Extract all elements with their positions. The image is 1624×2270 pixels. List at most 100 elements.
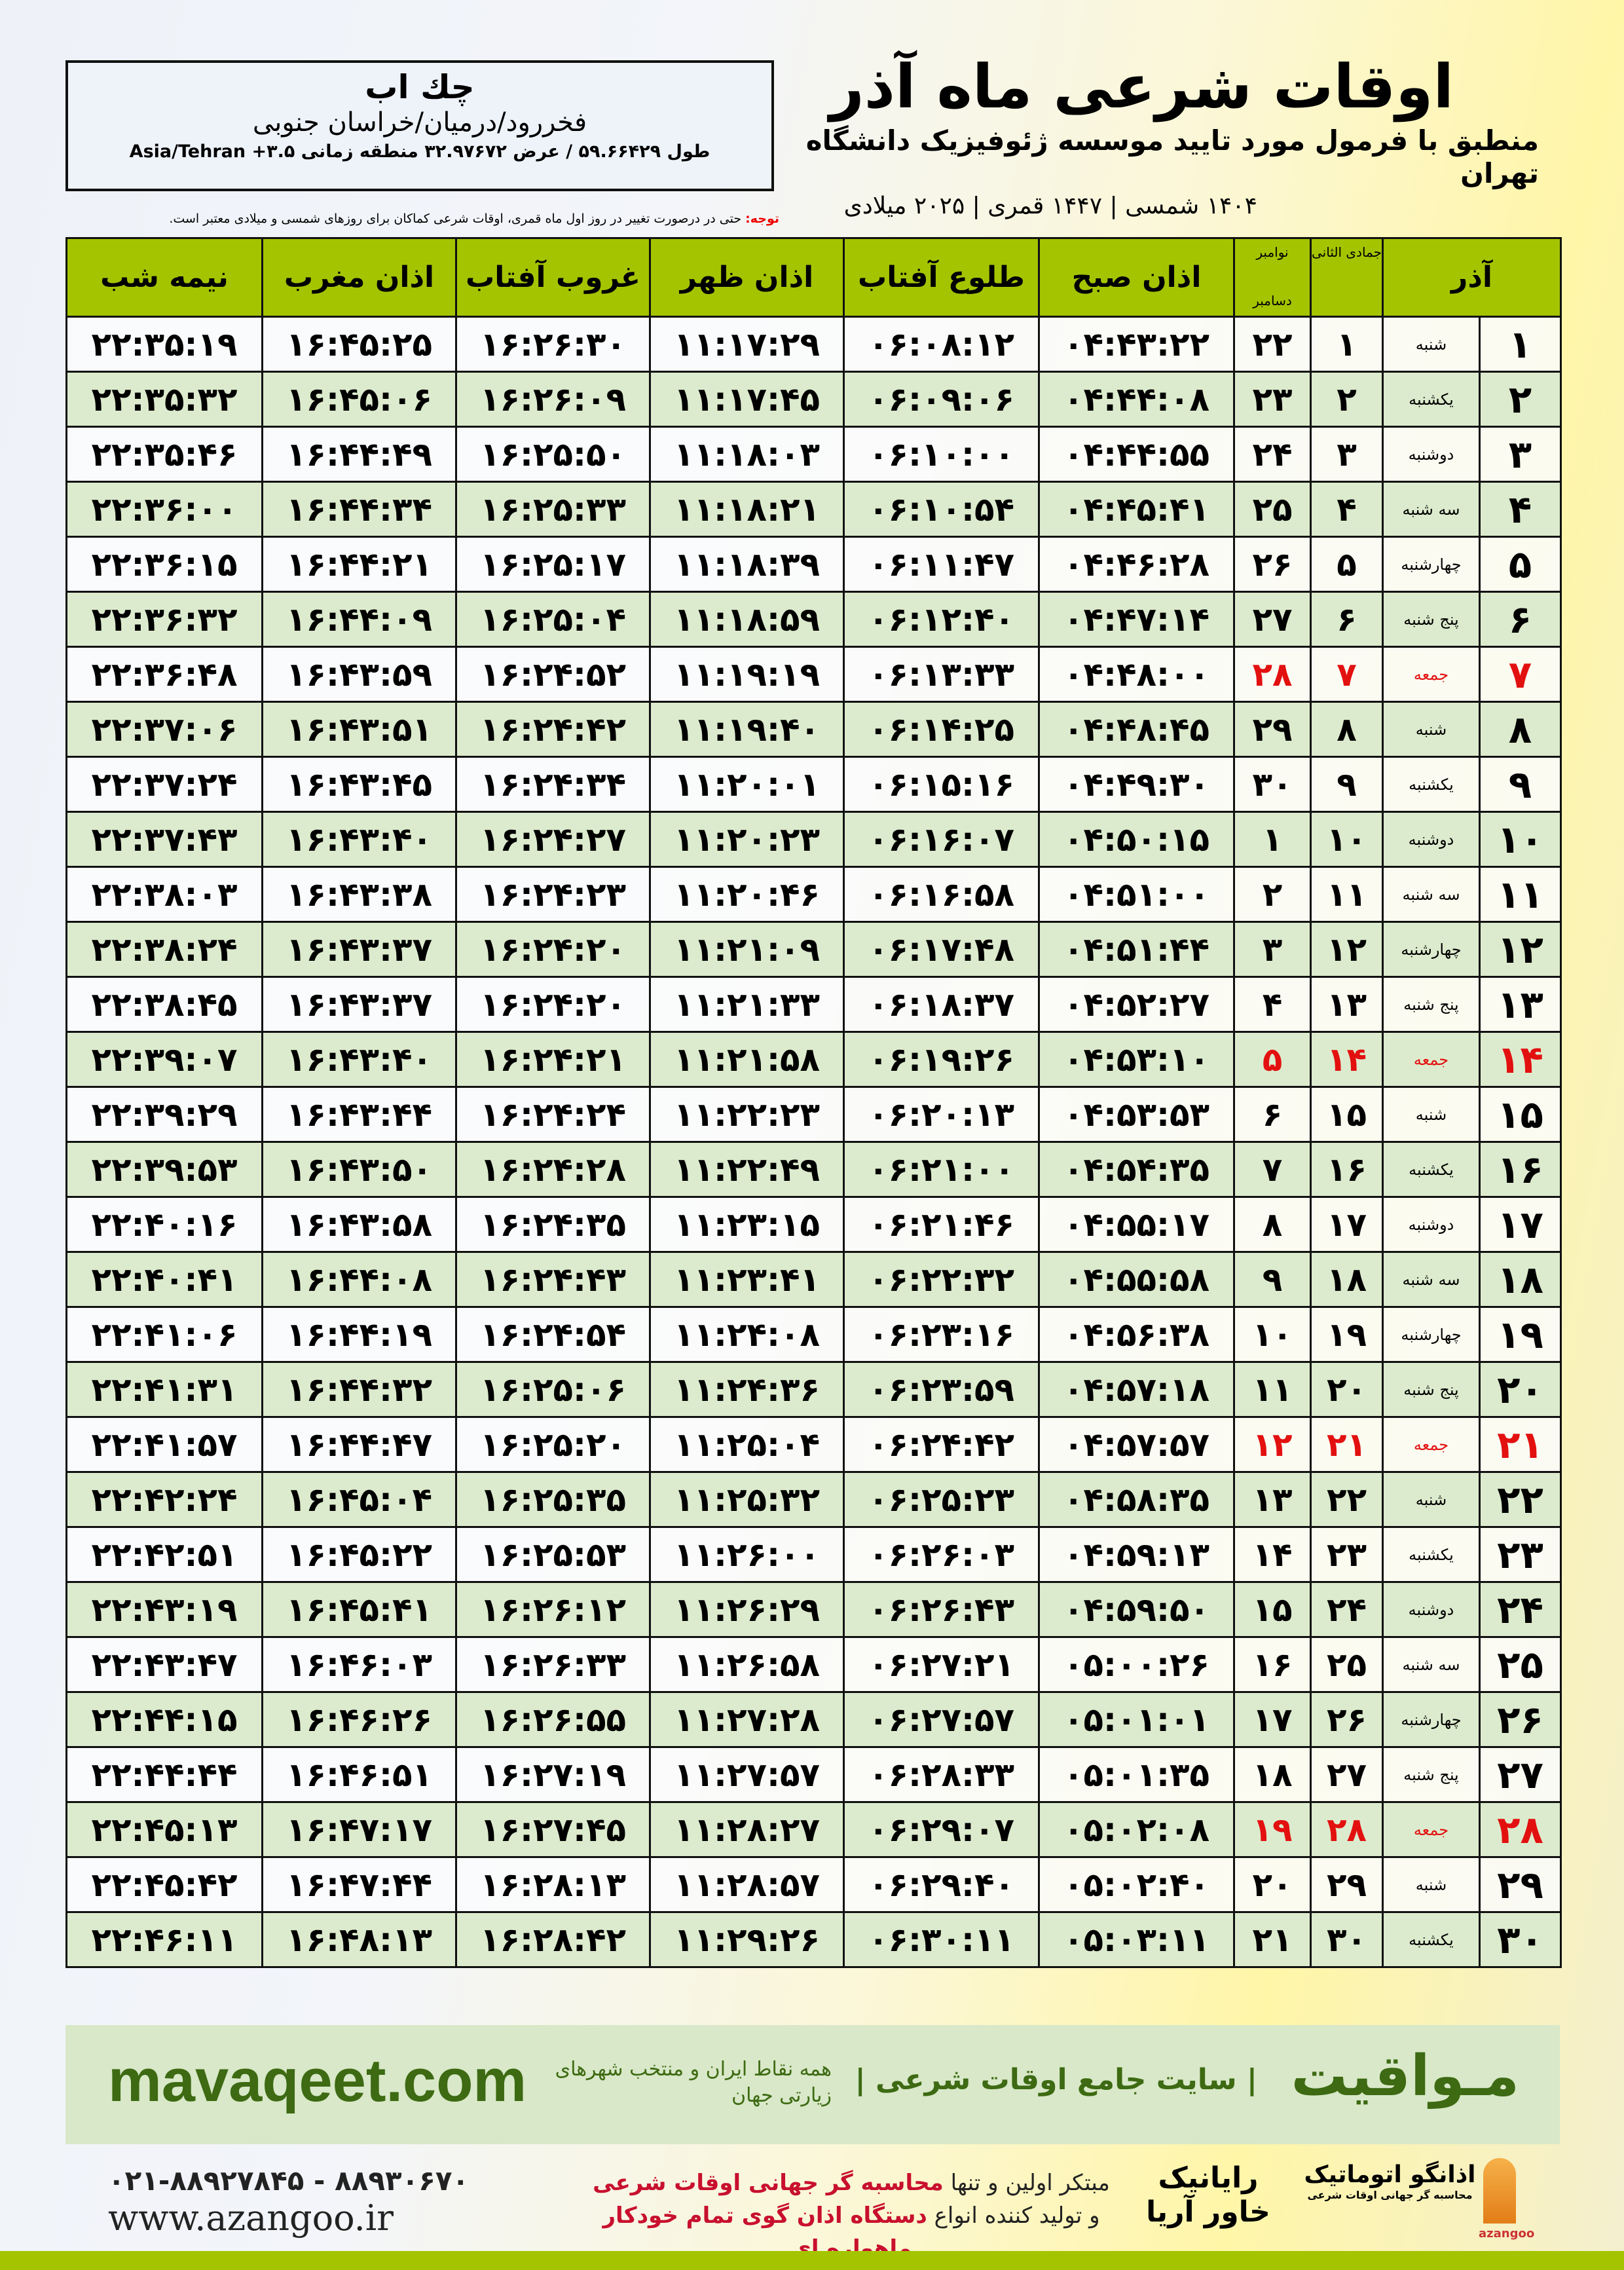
cell-tolu: ۰۶:۰۸:۱۲ — [843, 316, 1040, 373]
cell-gregorian: ۲۰ — [1233, 1856, 1312, 1913]
cell-day: ۱۴ — [1479, 1031, 1562, 1088]
cell-zuhr: ۱۱:۲۶:۲۹ — [649, 1581, 845, 1638]
cell-maghrib: ۱۶:۴۳:۴۴ — [261, 1086, 457, 1143]
cell-ghurub: ۱۶:۲۵:۲۰ — [455, 1416, 651, 1473]
cell-ghurub: ۱۶:۲۴:۲۴ — [455, 1086, 651, 1143]
cell-sobh: ۰۴:۵۹:۱۳ — [1038, 1526, 1235, 1583]
cell-nimeh: ۲۲:۴۰:۱۶ — [65, 1196, 263, 1253]
cell-sobh: ۰۴:۴۴:۵۵ — [1038, 426, 1235, 483]
cell-maghrib: ۱۶:۴۴:۱۹ — [261, 1306, 457, 1363]
mavaqeet-url[interactable]: mavaqeet.com — [108, 2047, 527, 2114]
mavaqeet-banner — [65, 2025, 1560, 2144]
cell-maghrib: ۱۶:۴۵:۲۵ — [261, 316, 457, 373]
table-row: ۹ یکشنبه ۹ ۳۰ ۰۴:۴۹:۳۰ ۰۶:۱۵:۱۶ ۱۱:۲۰:۰۱ ۱۶:۲۴:… — [65, 756, 1562, 813]
cell-nimeh: ۲۲:۳۶:۰۰ — [65, 481, 263, 538]
cell-weekday: سه شنبه — [1382, 481, 1481, 538]
cell-nimeh: ۲۲:۳۶:۳۲ — [65, 591, 263, 648]
cell-hijri: ۱ — [1310, 316, 1384, 373]
cell-tolu: ۰۶:۱۱:۴۷ — [843, 536, 1040, 593]
cell-day: ۲۱ — [1479, 1416, 1562, 1473]
cell-sobh: ۰۴:۵۷:۱۸ — [1038, 1361, 1235, 1418]
cell-tolu: ۰۶:۲۴:۴۲ — [843, 1416, 1040, 1473]
cell-zuhr: ۱۱:۲۰:۴۶ — [649, 866, 845, 923]
cell-zuhr: ۱۱:۱۷:۴۵ — [649, 371, 845, 428]
cell-tolu: ۰۶:۲۲:۳۲ — [843, 1251, 1040, 1308]
cell-hijri: ۵ — [1310, 536, 1384, 593]
cell-gregorian: ۶ — [1233, 1086, 1312, 1143]
bottom-bar — [0, 2251, 1624, 2270]
cell-zuhr: ۱۱:۲۲:۲۳ — [649, 1086, 845, 1143]
cell-weekday: یکشنبه — [1382, 371, 1481, 428]
cell-ghurub: ۱۶:۲۴:۳۵ — [455, 1196, 651, 1253]
cell-maghrib: ۱۶:۴۴:۴۹ — [261, 426, 457, 483]
table-row: ۱۹ چهارشنبه ۱۹ ۱۰ ۰۴:۵۶:۳۸ ۰۶:۲۳:۱۶ ۱۱:۲۴:۰۸ ۱۶… — [65, 1306, 1562, 1363]
cell-hijri: ۱۹ — [1310, 1306, 1384, 1363]
cell-ghurub: ۱۶:۲۴:۴۳ — [455, 1251, 651, 1308]
cell-ghurub: ۱۶:۲۴:۲۷ — [455, 811, 651, 868]
cell-hijri: ۱۴ — [1310, 1031, 1384, 1088]
azangoo-website[interactable]: www.azangoo.ir — [108, 2197, 394, 2239]
cell-ghurub: ۱۶:۲۶:۳۳ — [455, 1636, 651, 1693]
cell-maghrib: ۱۶:۴۵:۰۴ — [261, 1471, 457, 1528]
cell-zuhr: ۱۱:۱۸:۲۱ — [649, 481, 845, 538]
cell-zuhr: ۱۱:۲۲:۴۹ — [649, 1141, 845, 1198]
cell-ghurub: ۱۶:۲۴:۲۰ — [455, 921, 651, 978]
cell-nimeh: ۲۲:۴۲:۲۴ — [65, 1471, 263, 1528]
header-gregorian: نوامبر دسامبر — [1233, 237, 1312, 318]
cell-weekday: چهارشنبه — [1382, 536, 1481, 593]
cell-tolu: ۰۶:۱۰:۰۰ — [843, 426, 1040, 483]
cell-nimeh: ۲۲:۴۶:۱۱ — [65, 1911, 263, 1968]
cell-zuhr: ۱۱:۲۴:۰۸ — [649, 1306, 845, 1363]
cell-gregorian: ۳۰ — [1233, 756, 1312, 813]
cell-sobh: ۰۵:۰۰:۲۶ — [1038, 1636, 1235, 1693]
cell-hijri: ۲۸ — [1310, 1801, 1384, 1858]
table-row: ۴ سه شنبه ۴ ۲۵ ۰۴:۴۵:۴۱ ۰۶:۱۰:۵۴ ۱۱:۱۸:۲۱ ۱۶:۲۵… — [65, 481, 1562, 538]
cell-zuhr: ۱۱:۲۰:۰۱ — [649, 756, 845, 813]
cell-tolu: ۰۶:۲۵:۲۳ — [843, 1471, 1040, 1528]
cell-sobh: ۰۴:۵۳:۵۳ — [1038, 1086, 1235, 1143]
cell-tolu: ۰۶:۱۰:۵۴ — [843, 481, 1040, 538]
note: توجه: حتی در درصورت تغییر در روز اول ماه… — [26, 211, 779, 227]
cell-zuhr: ۱۱:۱۸:۵۹ — [649, 591, 845, 648]
table-row: ۲۷ پنج شنبه ۲۷ ۱۸ ۰۵:۰۱:۳۵ ۰۶:۲۸:۳۳ ۱۱:۲۷:۵۷ ۱۶… — [65, 1746, 1562, 1803]
cell-weekday: دوشنبه — [1382, 811, 1481, 868]
header-nimeh: نیمه شب — [65, 237, 263, 318]
cell-gregorian: ۱۱ — [1233, 1361, 1312, 1418]
cell-tolu: ۰۶:۲۶:۰۳ — [843, 1526, 1040, 1583]
cell-tolu: ۰۶:۲۸:۳۳ — [843, 1746, 1040, 1803]
promo-2b: دستگاه اذان گوی تمام خودکار ماهواره ای — [602, 2203, 927, 2261]
cell-ghurub: ۱۶:۲۵:۳۳ — [455, 481, 651, 538]
cell-maghrib: ۱۶:۴۴:۳۴ — [261, 481, 457, 538]
cell-nimeh: ۲۲:۳۷:۴۳ — [65, 811, 263, 868]
table-row: ۲۳ یکشنبه ۲۳ ۱۴ ۰۴:۵۹:۱۳ ۰۶:۲۶:۰۳ ۱۱:۲۶:۰۰ ۱۶:۲… — [65, 1526, 1562, 1583]
cell-tolu: ۰۶:۱۲:۴۰ — [843, 591, 1040, 648]
cell-ghurub: ۱۶:۲۴:۵۴ — [455, 1306, 651, 1363]
cell-hijri: ۲۹ — [1310, 1856, 1384, 1913]
cell-weekday: شنبه — [1382, 701, 1481, 758]
prayer-times-table: آذر جمادی الثانی نوامبر دسامبر اذان صبح ط… — [65, 237, 1562, 1968]
cell-tolu: ۰۶:۰۹:۰۶ — [843, 371, 1040, 428]
cell-nimeh: ۲۲:۴۲:۵۱ — [65, 1526, 263, 1583]
table-row: ۲۲ شنبه ۲۲ ۱۳ ۰۴:۵۸:۳۵ ۰۶:۲۵:۲۳ ۱۱:۲۵:۳۲ ۱۶:۲۵:… — [65, 1471, 1562, 1528]
cell-sobh: ۰۴:۵۲:۲۷ — [1038, 976, 1235, 1033]
mavaqeet-logo: مـواقیت — [1291, 2043, 1520, 2109]
cell-ghurub: ۱۶:۲۵:۰۶ — [455, 1361, 651, 1418]
cell-weekday: یکشنبه — [1382, 1526, 1481, 1583]
cell-ghurub: ۱۶:۲۵:۳۵ — [455, 1471, 651, 1528]
location-name: چك اب — [365, 68, 475, 106]
note-text: حتی در درصورت تغییر در روز اول ماه قمری،… — [169, 212, 746, 226]
cell-weekday: پنج شنبه — [1382, 1361, 1481, 1418]
cell-tolu: ۰۶:۱۹:۲۶ — [843, 1031, 1040, 1088]
cell-gregorian: ۲۲ — [1233, 316, 1312, 373]
cell-zuhr: ۱۱:۲۸:۲۷ — [649, 1801, 845, 1858]
cell-sobh: ۰۵:۰۲:۰۸ — [1038, 1801, 1235, 1858]
cell-sobh: ۰۴:۵۹:۵۰ — [1038, 1581, 1235, 1638]
cell-ghurub: ۱۶:۲۶:۳۰ — [455, 316, 651, 373]
cell-sobh: ۰۴:۴۹:۳۰ — [1038, 756, 1235, 813]
cell-gregorian: ۱۷ — [1233, 1691, 1312, 1748]
cell-weekday: شنبه — [1382, 1471, 1481, 1528]
cell-hijri: ۱۳ — [1310, 976, 1384, 1033]
cell-nimeh: ۲۲:۴۵:۱۳ — [65, 1801, 263, 1858]
cell-tolu: ۰۶:۱۳:۳۳ — [843, 646, 1040, 703]
cell-maghrib: ۱۶:۴۸:۱۳ — [261, 1911, 457, 1968]
